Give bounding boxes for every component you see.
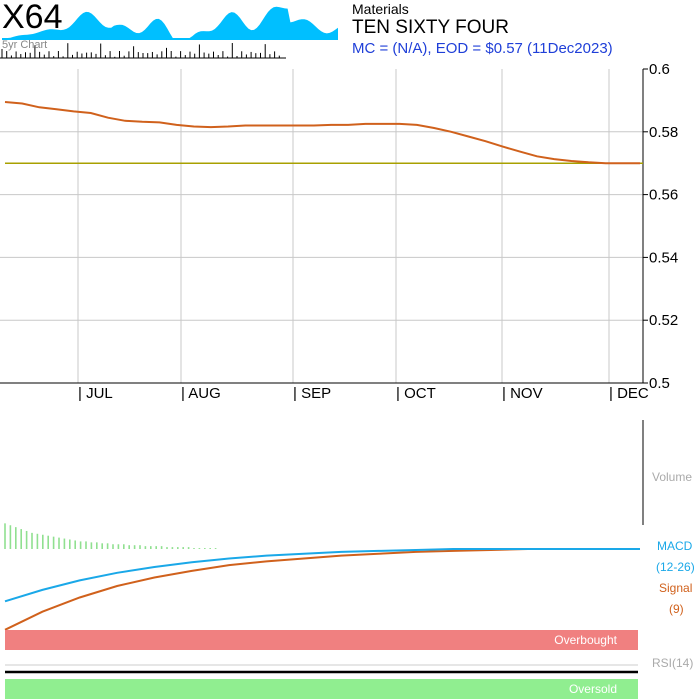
five-year-sparkline — [0, 6, 338, 59]
oversold-label: Oversold — [569, 682, 617, 696]
sparkline-label: 5yr Chart — [2, 39, 48, 51]
company-name: TEN SIXTY FOUR — [352, 17, 509, 38]
y-tick-label: 0.52 — [649, 312, 678, 329]
x-tick-label: | AUG — [181, 385, 221, 402]
y-tick-label: 0.6 — [649, 61, 670, 78]
price-y-ticks: 0.6 0.58 0.56 0.54 0.52 0.5 — [643, 61, 678, 392]
signal-line — [4, 548, 640, 631]
y-tick-label: 0.5 — [649, 375, 670, 392]
price-grid — [0, 69, 643, 383]
signal-legend-label: Signal — [659, 581, 692, 595]
macd-series — [4, 548, 640, 631]
macd-line — [4, 548, 640, 603]
signal-params-label: (9) — [669, 602, 684, 616]
overbought-band — [5, 630, 638, 650]
macd-legend-label: MACD — [657, 539, 693, 553]
macd-histogram — [4, 523, 217, 549]
sparkline-area — [2, 6, 338, 41]
rsi-label: RSI(14) — [652, 656, 693, 670]
macd-params-label: (12-26) — [656, 560, 695, 574]
month-x-ticks: | JUL | AUG | SEP | OCT | NOV | DEC — [78, 385, 649, 402]
x-tick-label: | OCT — [396, 385, 436, 402]
moving-average-line — [4, 101, 640, 165]
x-tick-label: | JUL — [78, 385, 113, 402]
sector-label: Materials — [352, 1, 409, 17]
overbought-label: Overbought — [554, 633, 617, 647]
x-tick-label: | NOV — [502, 385, 543, 402]
volume-label: Volume — [652, 470, 692, 484]
x-tick-label: | DEC — [609, 385, 649, 402]
price-series — [4, 101, 643, 165]
y-tick-label: 0.56 — [649, 187, 678, 204]
x-tick-label: | SEP — [293, 385, 331, 402]
y-tick-label: 0.58 — [649, 124, 678, 141]
y-tick-label: 0.54 — [649, 249, 678, 266]
oversold-band — [5, 679, 638, 699]
market-cap-eod-line: MC = (N/A), EOD = $0.57 (11Dec2023) — [352, 40, 613, 57]
ticker-symbol: X64 — [2, 0, 63, 36]
